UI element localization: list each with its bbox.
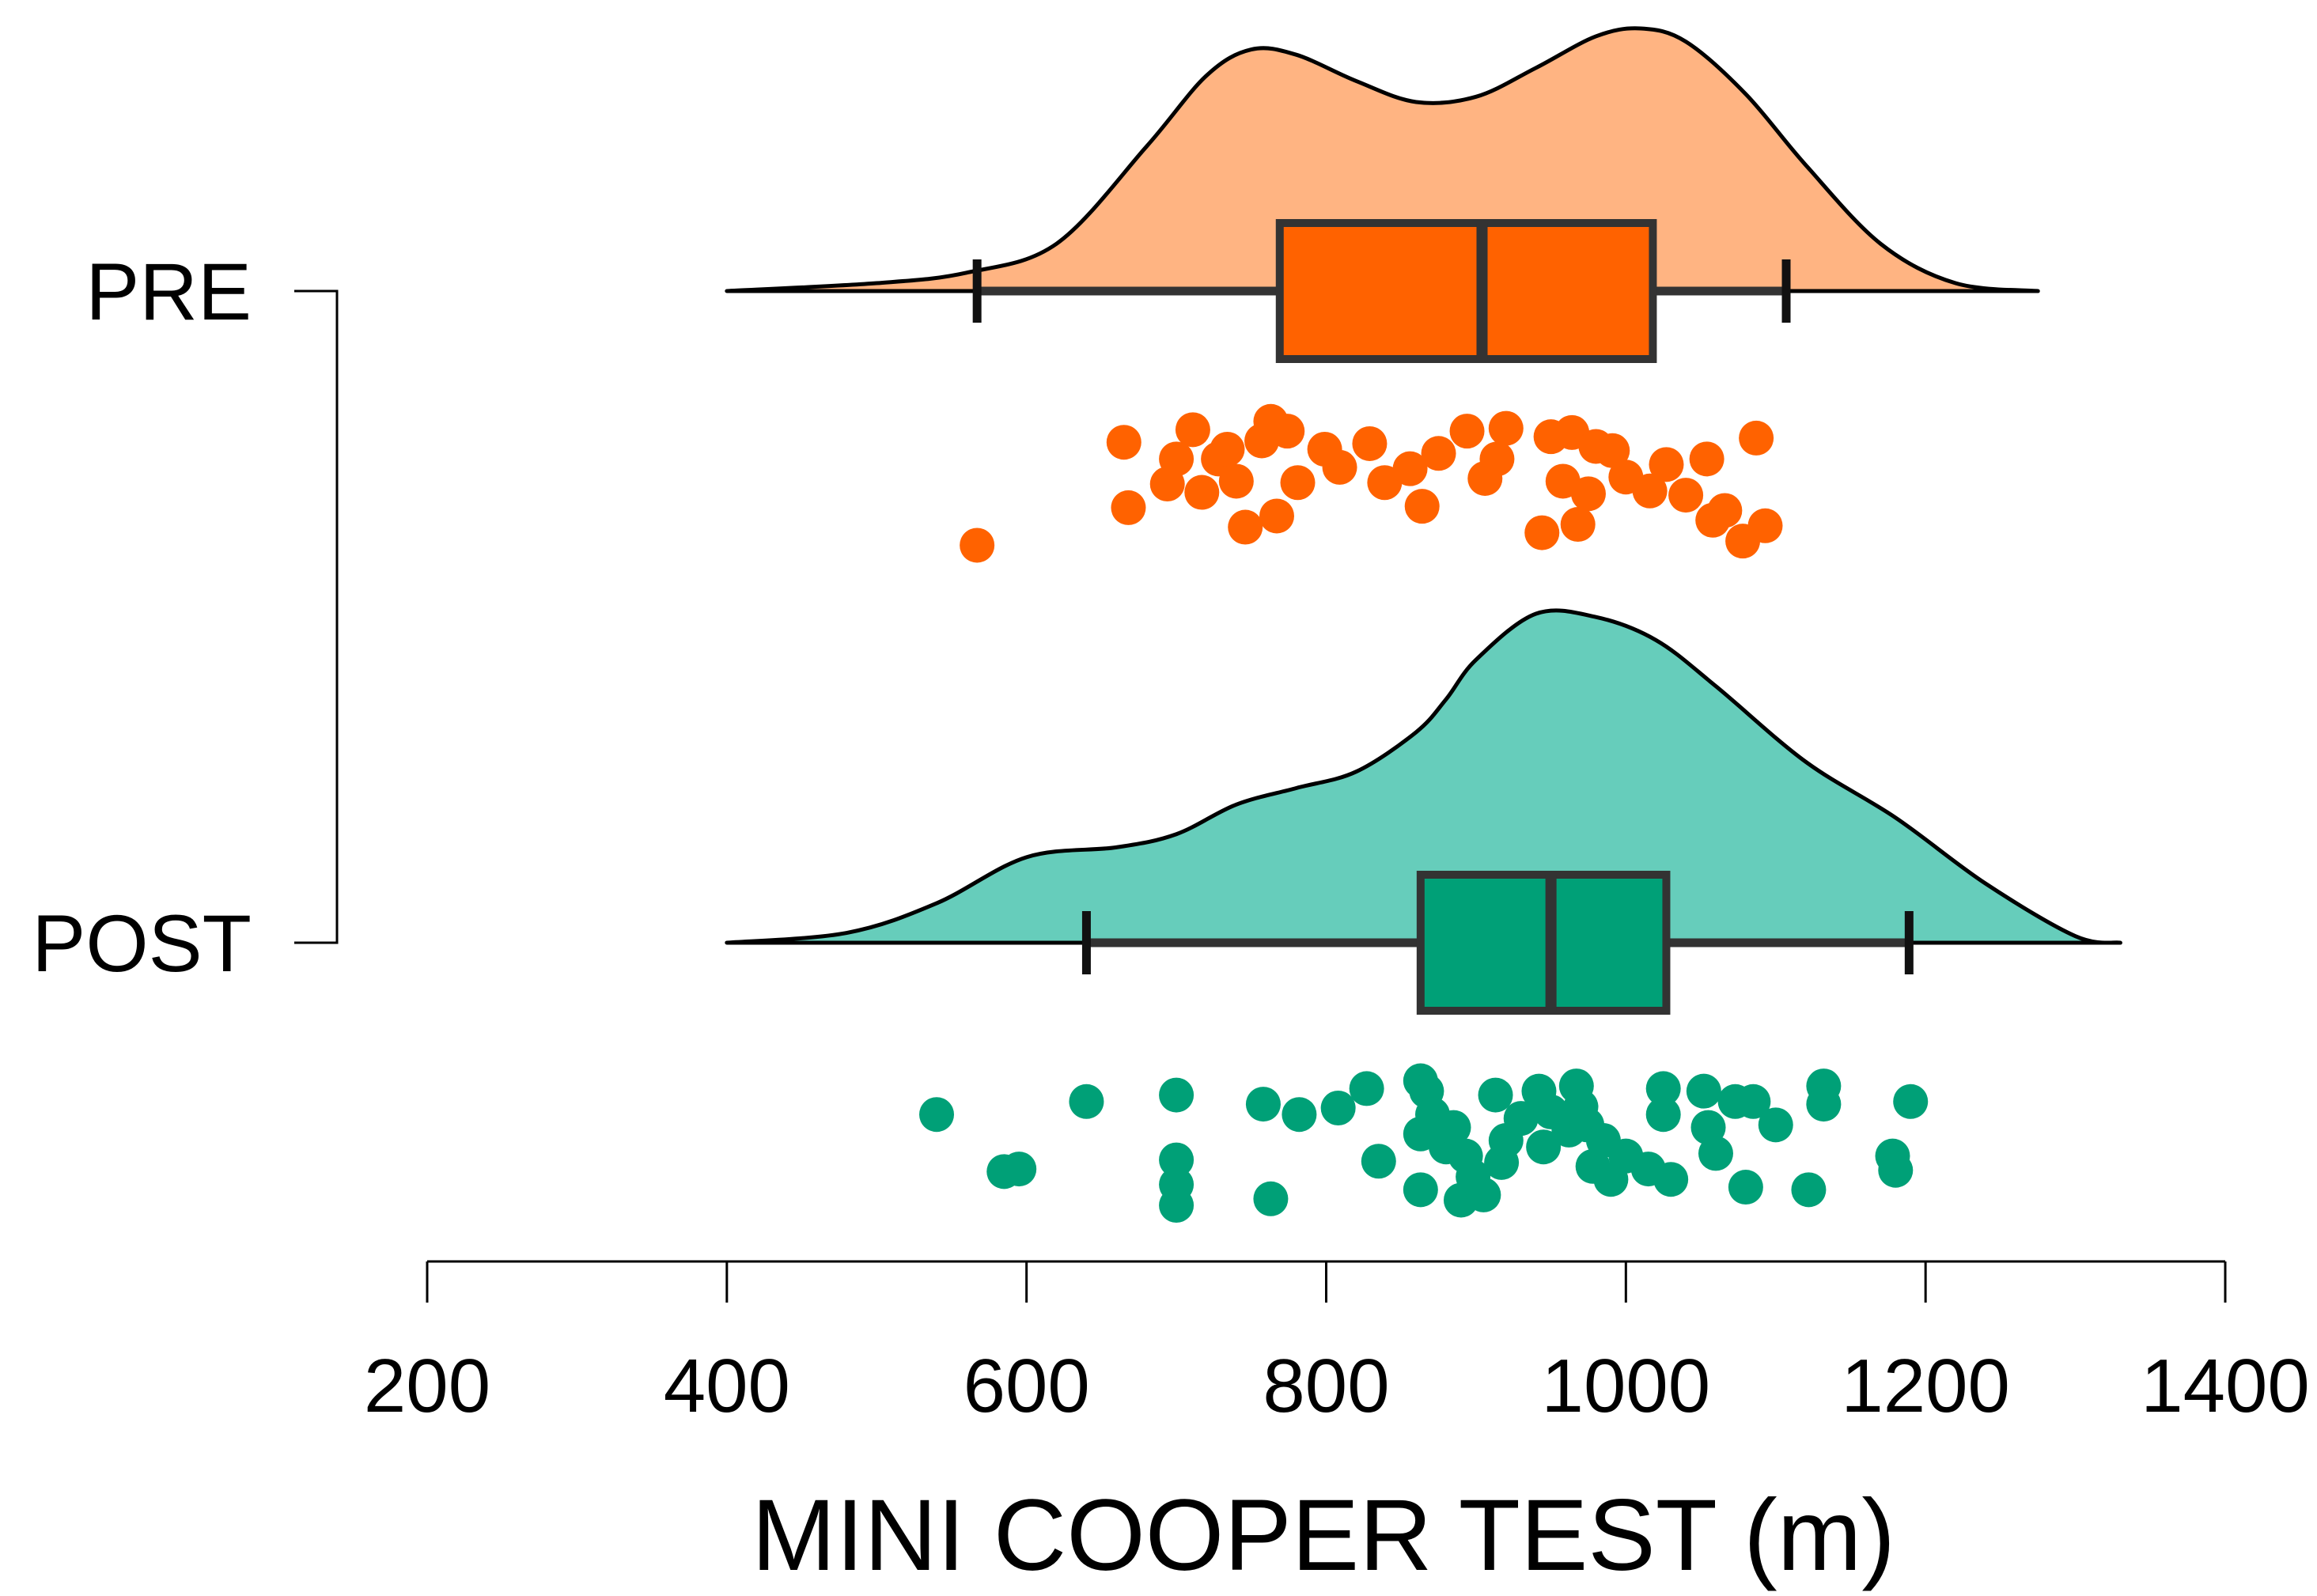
point-pre <box>1392 451 1428 486</box>
point-pre <box>1747 508 1783 543</box>
point-pre <box>1352 425 1388 461</box>
paired-bracket <box>294 289 339 944</box>
point-pre <box>1421 436 1456 471</box>
x-tick-label: 1200 <box>1841 1344 2010 1428</box>
point-post <box>1436 1110 1471 1145</box>
point-post <box>1878 1152 1914 1188</box>
density-cloud-pre <box>725 26 2040 293</box>
point-pre <box>1707 493 1743 528</box>
point-post <box>1728 1170 1763 1205</box>
point-pre <box>1218 463 1254 499</box>
point-pre <box>1175 412 1210 448</box>
point-pre <box>1595 433 1630 468</box>
point-pre <box>1689 441 1724 477</box>
point-pre <box>1228 509 1263 545</box>
point-post <box>1282 1097 1317 1133</box>
point-pre <box>1524 515 1560 550</box>
point-pre <box>1479 441 1515 477</box>
point-pre <box>1184 475 1220 510</box>
point-post <box>1653 1162 1689 1197</box>
point-pre <box>1404 489 1440 524</box>
point-pre <box>1259 498 1294 534</box>
point-pre <box>1488 410 1524 446</box>
point-post <box>1806 1087 1842 1122</box>
point-pre <box>1270 414 1305 449</box>
point-post <box>1159 1142 1194 1178</box>
x-axis: 200 400 600 800 1000 1200 1400 <box>364 1260 2310 1428</box>
point-post <box>1466 1177 1501 1212</box>
point-post <box>1698 1136 1733 1171</box>
x-tick-label: 400 <box>664 1344 790 1428</box>
x-tick-label: 600 <box>964 1344 1090 1428</box>
point-pre <box>1649 447 1684 482</box>
point-post <box>1361 1144 1396 1179</box>
point-pre <box>1739 420 1774 456</box>
point-pre <box>1322 449 1357 485</box>
point-pre <box>1210 432 1245 467</box>
point-pre <box>1668 478 1704 513</box>
point-pre <box>1560 507 1596 543</box>
point-pre <box>1106 425 1141 460</box>
x-tick-label: 200 <box>364 1344 490 1428</box>
x-tick-label: 1400 <box>2141 1344 2310 1428</box>
x-tick-label: 800 <box>1263 1344 1389 1428</box>
box-pre <box>1275 219 1657 363</box>
point-post <box>1645 1097 1681 1133</box>
point-pre <box>1367 465 1403 501</box>
point-post <box>1893 1084 1929 1119</box>
boxplots <box>972 219 1914 1015</box>
point-post <box>1736 1084 1771 1119</box>
point-post <box>1069 1084 1104 1119</box>
point-pre <box>1159 441 1194 477</box>
point-post <box>1791 1172 1827 1208</box>
point-post <box>1686 1073 1721 1109</box>
point-post <box>1403 1172 1438 1208</box>
point-pre <box>1280 465 1316 501</box>
point-pre <box>1111 490 1146 525</box>
density-clouds <box>725 26 2122 945</box>
point-post <box>1253 1181 1289 1216</box>
point-pre <box>1449 414 1485 449</box>
x-axis-title: MINI COOPER TEST (m) <box>752 1479 1895 1592</box>
x-tick-label: 1000 <box>1542 1344 1711 1428</box>
point-post <box>1349 1071 1384 1106</box>
density-cloud-post <box>725 608 2122 945</box>
point-post <box>1526 1129 1562 1165</box>
point-post <box>1159 1188 1194 1223</box>
point-pre <box>1570 476 1606 512</box>
point-post <box>1758 1107 1793 1143</box>
point-post <box>1645 1071 1681 1106</box>
category-label-post: POST <box>32 898 252 989</box>
point-post <box>1245 1087 1281 1122</box>
point-post <box>1320 1091 1356 1125</box>
point-post <box>1503 1101 1539 1136</box>
point-post <box>1001 1152 1037 1187</box>
point-pre <box>1632 473 1668 509</box>
box-post <box>1416 871 1671 1015</box>
point-pre <box>960 528 995 563</box>
point-post <box>1478 1077 1513 1113</box>
point-post <box>919 1097 955 1133</box>
category-label-pre: PRE <box>85 247 252 337</box>
point-post <box>1159 1077 1194 1113</box>
category-labels: PRE POST <box>32 247 252 989</box>
data-points <box>919 403 1929 1223</box>
bracket-line <box>294 289 339 944</box>
